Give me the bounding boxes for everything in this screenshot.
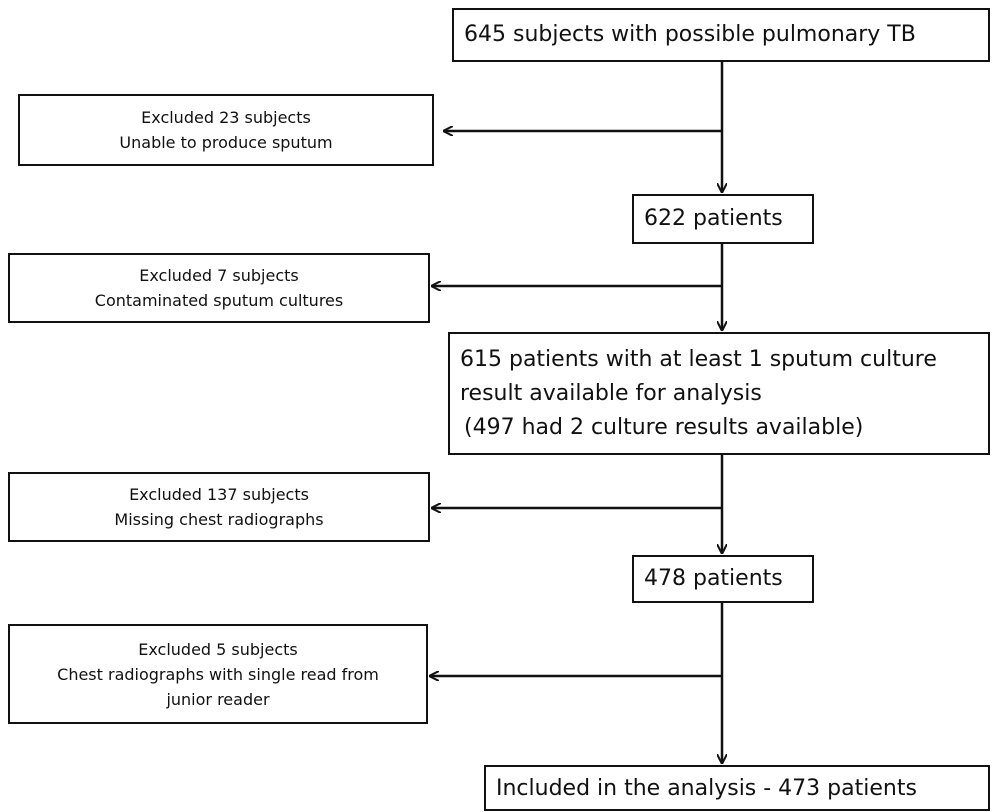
step-included-text: Included in the analysis - 473 patients: [496, 776, 917, 801]
exclusion-2-count: Excluded 7 subjects: [139, 266, 299, 285]
step-615-line3: (497 had 2 culture results available): [464, 415, 864, 440]
exclusion-1-reason: Unable to produce sputum: [119, 133, 333, 152]
exclusion-4-reason: Chest radiographs with single read from: [57, 664, 379, 684]
exclusion-4-reason-cont: junior reader: [166, 689, 270, 709]
exclusion-3-count: Excluded 137 subjects: [129, 485, 309, 504]
step-645-subjects: 645 subjects with possible pulmonary TB: [452, 8, 990, 62]
step-478-patients: 478 patients: [632, 555, 814, 603]
step-645-text: 645 subjects with possible pulmonary TB: [464, 22, 916, 47]
exclusion-1-count: Excluded 23 subjects: [141, 108, 311, 127]
step-622-text: 622 patients: [644, 206, 783, 231]
exclusion-3-reason: Missing chest radiographs: [114, 510, 324, 529]
exclusion-4-count: Excluded 5 subjects: [138, 639, 298, 659]
step-622-patients: 622 patients: [632, 194, 814, 244]
step-615-patients: 615 patients with at least 1 sputum cult…: [448, 332, 990, 455]
exclusion-box-1: Excluded 23 subjects Unable to produce s…: [18, 94, 434, 166]
step-615-line2: result available for analysis: [460, 381, 762, 406]
exclusion-box-2: Excluded 7 subjects Contaminated sputum …: [8, 253, 430, 323]
step-included-473: Included in the analysis - 473 patients: [484, 765, 990, 811]
exclusion-box-4: Excluded 5 subjects Chest radiographs wi…: [8, 624, 428, 724]
exclusion-2-reason: Contaminated sputum cultures: [94, 291, 344, 310]
exclusion-box-3: Excluded 137 subjects Missing chest radi…: [8, 472, 430, 542]
step-615-line1: 615 patients with at least 1 sputum cult…: [460, 347, 937, 372]
step-478-text: 478 patients: [644, 566, 783, 591]
